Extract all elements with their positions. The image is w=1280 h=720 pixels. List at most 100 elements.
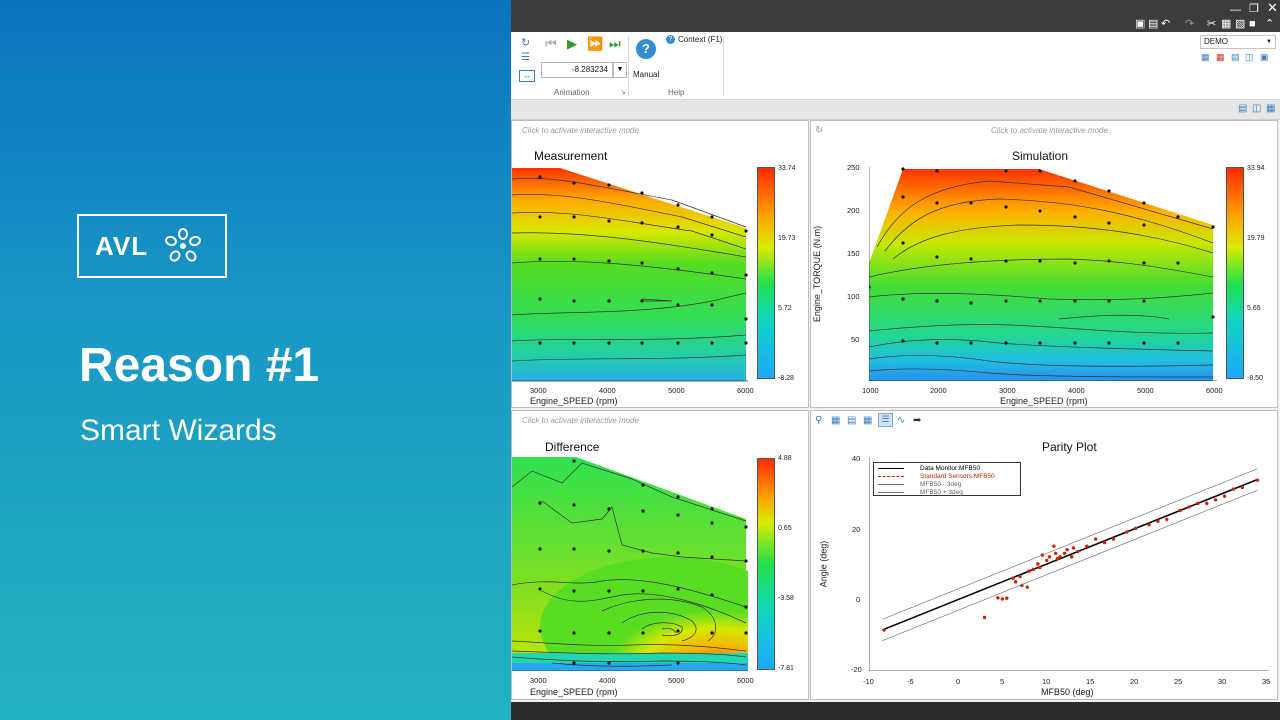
split-horizontal-icon[interactable]: ▤ bbox=[1238, 103, 1248, 114]
manual-button[interactable]: Manual bbox=[633, 70, 660, 79]
colorbar bbox=[757, 167, 775, 379]
grid-icon[interactable]: ▦ bbox=[863, 415, 873, 426]
data-point bbox=[1187, 505, 1191, 509]
animation-value-input[interactable]: -8.283234 bbox=[541, 62, 613, 78]
data-point bbox=[1025, 585, 1029, 589]
series-line bbox=[882, 478, 1258, 631]
data-point bbox=[1076, 549, 1080, 554]
data-point bbox=[1156, 519, 1160, 523]
parity-scatter-plot[interactable] bbox=[869, 457, 1269, 671]
layout-icon-5[interactable]: ▣ bbox=[1260, 52, 1269, 62]
data-point bbox=[1065, 548, 1069, 552]
legend-label: MFB50 + 3deg bbox=[920, 489, 963, 496]
view-toolbar: ▤ ◫ ▦ bbox=[511, 100, 1280, 120]
profile-select[interactable]: DEMO ▼ bbox=[1200, 35, 1276, 49]
parity-title: Parity Plot bbox=[1042, 440, 1097, 454]
data-point bbox=[1055, 556, 1060, 561]
list-icon[interactable]: ☰ bbox=[521, 52, 530, 63]
paste-icon[interactable]: ▧ bbox=[1235, 18, 1246, 30]
interactive-mode-hint[interactable]: Click to activate interactive mode bbox=[522, 416, 639, 425]
close-icon[interactable]: ✕ bbox=[1267, 0, 1278, 15]
cut-icon[interactable]: ✂ bbox=[1207, 18, 1217, 30]
difference-title: Difference bbox=[545, 440, 600, 454]
refresh-icon[interactable]: ↻ bbox=[815, 125, 824, 136]
data-point bbox=[1071, 546, 1076, 550]
data-point bbox=[1222, 494, 1227, 498]
legend-item: Standard Sensors:MFB50 bbox=[878, 473, 1016, 481]
x-tick: 3000 bbox=[530, 386, 547, 395]
x-tick: 3000 bbox=[999, 386, 1016, 395]
line-chart-icon[interactable]: ∿ bbox=[897, 415, 906, 426]
last-frame-icon[interactable]: ⏭ bbox=[609, 36, 621, 51]
layout-icon-3[interactable]: ▤ bbox=[1231, 52, 1240, 62]
parity-panel[interactable]: ⚲ ▦ ▤ ▦ ☰ ∿ ➦ Parity Plot Data Monitor:M… bbox=[810, 410, 1278, 700]
range-icon[interactable]: ↔ bbox=[519, 70, 535, 82]
loop-icon[interactable]: ↻ bbox=[521, 37, 531, 49]
list-view-icon[interactable]: ☰ bbox=[878, 413, 893, 427]
x-tick: 25 bbox=[1174, 677, 1183, 686]
simulation-panel[interactable]: ↻ Click to activate interactive mode Sim… bbox=[810, 120, 1278, 408]
chart-icon[interactable]: ▤ bbox=[847, 415, 857, 426]
colorbar bbox=[1226, 167, 1244, 379]
y-tick: 150 bbox=[847, 249, 860, 258]
layout-icon-2[interactable]: ▦ bbox=[1216, 52, 1225, 62]
colorbar-tick: -3.58 bbox=[778, 595, 794, 602]
data-point bbox=[882, 628, 886, 632]
data-point bbox=[1133, 526, 1138, 531]
layout-icon-1[interactable]: ▦ bbox=[1201, 52, 1210, 62]
measurement-panel[interactable]: Click to activate interactive mode Measu… bbox=[511, 120, 809, 408]
interactive-mode-hint[interactable]: Click to activate interactive mode bbox=[991, 126, 1108, 135]
colorbar-tick: 19.79 bbox=[1247, 235, 1265, 242]
legend-label: Standard Sensors:MFB50 bbox=[920, 473, 995, 480]
data-point bbox=[1255, 478, 1260, 482]
y-tick: 20 bbox=[852, 525, 861, 534]
x-axis-label: Engine_SPEED (rpm) bbox=[1000, 396, 1088, 406]
redo-icon[interactable]: ↷ bbox=[1185, 18, 1195, 30]
y-axis-label: Engine_TORQUE (N.m) bbox=[812, 225, 823, 323]
x-tick: 0 bbox=[956, 677, 961, 686]
x-tick: 10 bbox=[1042, 677, 1051, 686]
zoom-icon[interactable]: ⚲ bbox=[815, 415, 823, 426]
undo-icon[interactable]: ↶ bbox=[1161, 18, 1171, 30]
delete-icon[interactable]: ■ bbox=[1249, 18, 1256, 30]
data-point bbox=[1058, 555, 1062, 559]
help-group-label: Help bbox=[668, 88, 685, 97]
avl-emblem-icon bbox=[165, 228, 201, 262]
copy-icon[interactable]: ▦ bbox=[1221, 18, 1232, 30]
colorbar-tick: 5.72 bbox=[778, 305, 792, 312]
export-icon[interactable]: ➦ bbox=[913, 415, 922, 426]
data-point bbox=[1178, 508, 1182, 513]
restore-icon[interactable]: ❐ bbox=[1249, 3, 1259, 15]
animation-dropdown-button[interactable]: ▼ bbox=[613, 62, 627, 78]
first-frame-icon[interactable]: ⏮ bbox=[545, 36, 557, 51]
measurement-contour-plot[interactable] bbox=[512, 165, 748, 383]
context-help-icon: ? bbox=[666, 35, 675, 44]
animation-group-label: Animation bbox=[554, 88, 590, 97]
y-tick: 50 bbox=[851, 335, 860, 344]
minimize-icon[interactable]: — bbox=[1230, 4, 1241, 16]
series-line bbox=[882, 468, 1258, 620]
app-window: — ❐ ✕ ▣ ▤ ↶ ↷ ✂ ▦ ▧ ■ ⌃ ↻ ☰ ↔ ⏮ ▶ ⏩ ⏭ -8… bbox=[511, 0, 1280, 720]
x-tick: 5 bbox=[1000, 677, 1005, 686]
avl-logo: AVL bbox=[77, 214, 227, 278]
difference-contour-plot[interactable] bbox=[512, 457, 748, 671]
save-icon[interactable]: ▣ bbox=[1135, 18, 1146, 30]
collapse-ribbon-icon[interactable]: ⌃ bbox=[1265, 18, 1275, 30]
x-tick: 5000 bbox=[1137, 386, 1154, 395]
data-point bbox=[1069, 555, 1074, 559]
fast-forward-icon[interactable]: ⏩ bbox=[587, 36, 604, 51]
data-point bbox=[1111, 537, 1116, 541]
layout-icon-4[interactable]: ◫ bbox=[1245, 52, 1254, 62]
split-vertical-icon[interactable]: ◫ bbox=[1252, 103, 1262, 114]
grid-view-icon[interactable]: ▦ bbox=[1266, 103, 1276, 114]
dialog-launcher-icon[interactable]: ↘ bbox=[620, 89, 626, 96]
interactive-mode-hint[interactable]: Click to activate interactive mode bbox=[522, 126, 639, 135]
difference-panel[interactable]: Click to activate interactive mode Diffe… bbox=[511, 410, 809, 700]
x-tick: 4000 bbox=[599, 386, 616, 395]
play-icon[interactable]: ▶ bbox=[567, 36, 577, 51]
context-help-button[interactable]: Context (F1) bbox=[678, 35, 723, 44]
simulation-contour-plot[interactable] bbox=[869, 167, 1217, 381]
print-icon[interactable]: ▤ bbox=[1148, 18, 1159, 30]
help-icon[interactable]: ? bbox=[636, 39, 656, 59]
table-icon[interactable]: ▦ bbox=[831, 415, 841, 426]
